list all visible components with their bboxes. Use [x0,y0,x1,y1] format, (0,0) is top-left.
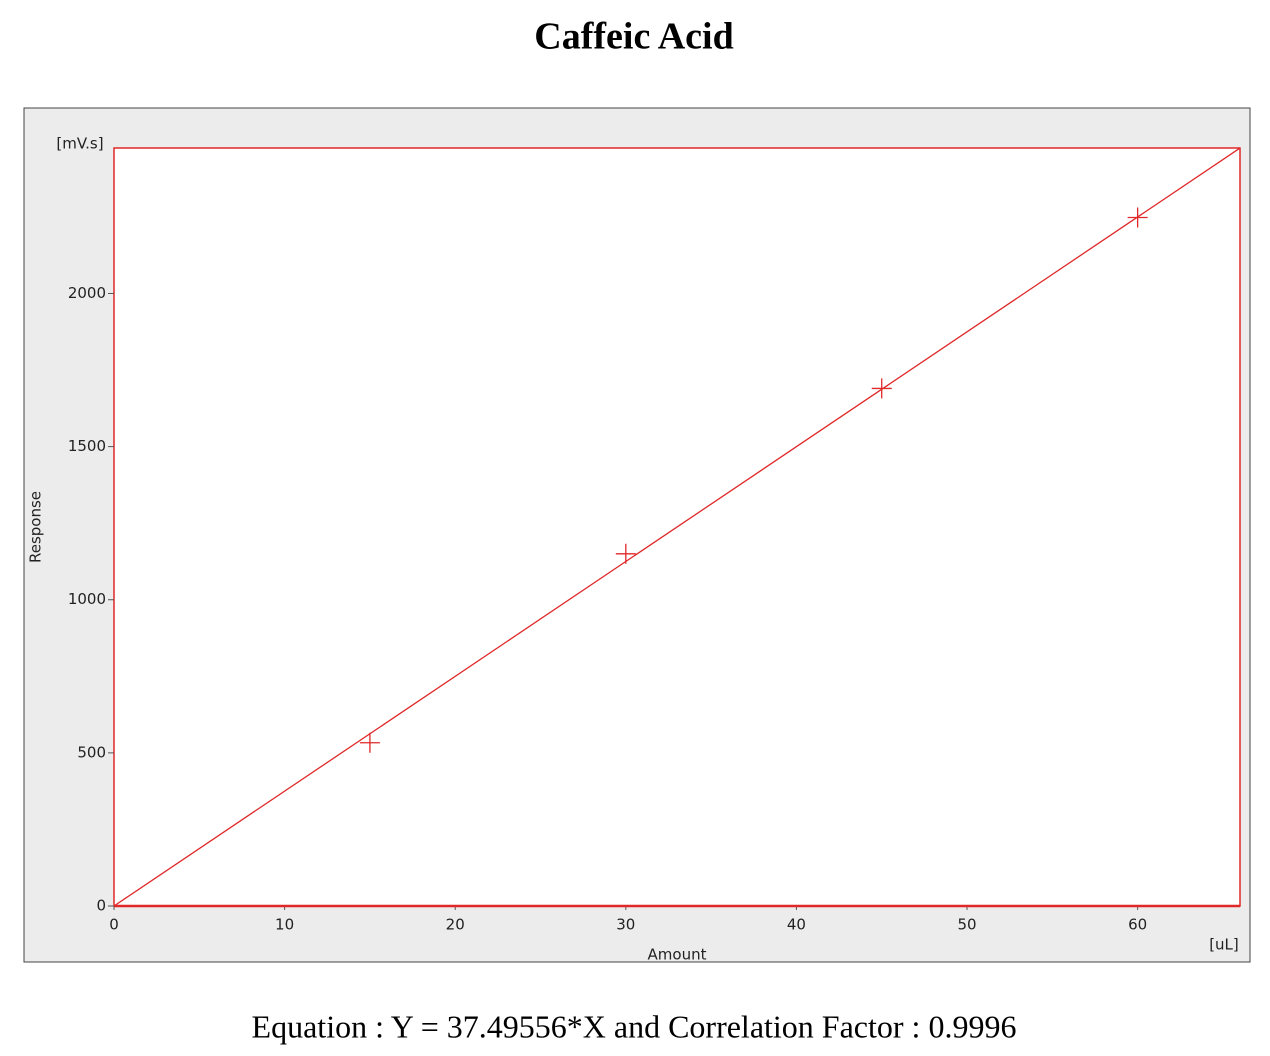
y-tick-label: 2000 [68,284,106,302]
x-tick-label: 20 [446,916,465,934]
y-tick-label: 0 [96,897,106,915]
chart-title: Caffeic Acid [534,16,733,58]
x-tick-label: 60 [1128,916,1147,934]
x-tick-label: 10 [275,916,294,934]
y-unit: [mV.s] [56,135,103,153]
y-tick-label: 1500 [68,437,106,455]
y-tick-label: 1000 [68,590,106,608]
x-tick-label: 50 [957,916,976,934]
data-point [359,732,380,753]
x-tick-label: 30 [616,916,635,934]
x-tick-label: 40 [787,916,806,934]
data-point [615,543,636,564]
data-point [1127,207,1148,228]
x-tick-label: 0 [109,916,119,934]
fit-line [113,147,1241,907]
equation-annotation: Equation : Y = 37.49556*X and Correlatio… [252,1008,1017,1044]
x-unit: [uL] [1209,936,1239,954]
y-axis-label: Response [27,491,45,563]
x-axis-label: Amount [648,946,707,964]
data-point [871,378,892,399]
y-tick-label: 500 [77,743,106,761]
